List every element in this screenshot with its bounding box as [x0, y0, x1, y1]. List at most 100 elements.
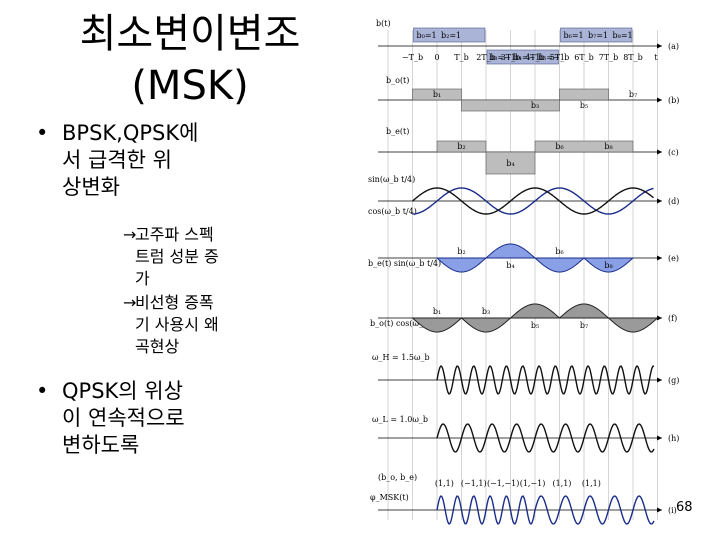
waveform-rows: (a) (b) (c) (d) (e) (f) (g) (h) (i) b(t) b₀=1 b₂=1 b… [368, 19, 679, 525]
y-label-d-cos: cos(ω_b t/4) [368, 207, 417, 216]
title-line-2: (MSK) [131, 63, 249, 109]
odd-product-mark: b₁ [433, 307, 441, 316]
low-frequency-wave [436, 423, 655, 453]
y-label-g: ω_H = 1.5ω_b [372, 353, 430, 362]
sub-bullet-2: → 비선형 증폭 기 사용시 왜 곡현상 [123, 292, 219, 358]
even-product-mark: b₈ [604, 261, 612, 270]
odd-product-hump [411, 317, 463, 333]
bullet-1-line-1: BPSK,QPSK에 [62, 121, 199, 145]
even-bit-mark: b₂ [457, 142, 465, 151]
time-axis-tick: 2T_b [476, 53, 496, 62]
bit-label-top: b₈=1 [613, 31, 633, 40]
bullet-2-line-2: 이 연속적으로 [62, 406, 185, 430]
sub-bullet-2-line-3: 곡현상 [135, 337, 180, 356]
sub-bullet-1-line-3: 가 [135, 269, 150, 288]
bit-pair-label: (−1,−1) [487, 479, 519, 488]
even-product-mark: b₂ [457, 247, 465, 256]
odd-product-hump [607, 317, 659, 333]
odd-bit-block [461, 99, 560, 112]
bullet-1-line-2: 서 급격한 위 [62, 148, 172, 172]
row-label-h: (h) [668, 434, 679, 443]
time-axis-tick: t [654, 53, 658, 62]
odd-bit-mark: b₅ [580, 101, 588, 110]
bit-label-top: b₀=1 [417, 31, 437, 40]
title-line-1: 최소변이변조 [79, 11, 301, 57]
row-d-axis-arrow-icon [657, 198, 662, 204]
row-label-f: (f) [668, 314, 677, 323]
row-label-d: (d) [668, 197, 679, 206]
even-product-hump [582, 257, 635, 273]
bit-block-negative [486, 49, 559, 65]
time-axis-tick: 4T_b [525, 53, 545, 62]
y-label-f: b_o(t) cos(ω_b t/4) [370, 319, 445, 328]
odd-product-mark: b₇ [580, 321, 588, 330]
y-label-b: b_o(t) [386, 76, 409, 85]
time-axis-tick: −T_b [402, 53, 423, 62]
bullet-1: • BPSK,QPSK에 서 급격한 위 상변화 [36, 120, 199, 201]
y-label-a: b(t) [376, 19, 391, 28]
row-label-a: (a) [668, 42, 679, 51]
sub-bullet-1: → 고주파 스펙 트럼 성분 증 가 [123, 224, 219, 290]
y-label-c: b_e(t) [386, 127, 409, 136]
page-number: 68 [676, 500, 693, 515]
bit-label-bottom: b₄=−1 [514, 53, 541, 62]
row-label-i: (i) [668, 506, 677, 515]
sin-wave [412, 187, 654, 215]
even-bit-mark: b₈ [604, 142, 612, 151]
odd-bit-mark: b₃ [531, 101, 539, 110]
odd-product-hump [558, 303, 610, 319]
row-f-axis-arrow-icon [657, 315, 662, 321]
time-axis-tick: 5T_b [550, 53, 570, 62]
arrow-icon: → [123, 293, 137, 312]
time-axis-tick: 0 [434, 53, 439, 62]
time-axis-tick: 6T_b [574, 53, 594, 62]
bullet-2-line-1: QPSK의 위상 [62, 379, 183, 403]
bit-pair-label: (1,1) [552, 479, 571, 488]
time-axis-tick: 3T_b [501, 53, 521, 62]
even-product-hump [435, 257, 488, 273]
row-b-axis-arrow-icon [657, 97, 662, 103]
high-frequency-wave [436, 365, 655, 395]
bit-pair-label: (1,−1) [520, 479, 546, 488]
bit-block-positive [560, 27, 633, 43]
bullet-2-line-3: 변하도록 [62, 433, 140, 457]
y-label-i: φ_MSK(t) [370, 493, 409, 502]
row-e-axis-arrow-icon [657, 255, 662, 261]
bullet-dot-icon: • [36, 379, 49, 403]
odd-bit-mark: b₁ [433, 90, 441, 99]
row-label-g: (g) [668, 376, 679, 385]
bit-label-top: b₆=1 [564, 31, 584, 40]
y-label-h: ω_L = 1.0ω_b [372, 415, 428, 424]
bit-pair-label: (−1,1) [461, 479, 487, 488]
bit-label-bottom: b₃=−1 [489, 53, 516, 62]
row-a-axis-arrow-icon [657, 43, 662, 49]
time-axis-tick: 8T_b [623, 53, 643, 62]
y-label-i-pair: (b_o, b_e) [378, 473, 417, 482]
sub-bullet-1-line-1: 고주파 스펙 [135, 225, 214, 244]
bullet-2: • QPSK의 위상 이 연속적으로 변하도록 [36, 378, 185, 459]
even-bit-block [485, 151, 536, 175]
row-c-axis-arrow-icon [657, 149, 662, 155]
even-bit-mark: b₄ [506, 159, 514, 168]
row-label-e: (e) [668, 254, 679, 263]
y-label-d-sin: sin(ω_b t/4) [368, 175, 415, 184]
bit-block-positive [413, 27, 486, 43]
odd-product-mark: b₃ [482, 307, 490, 316]
bit-label-bottom: b₅=−1 [538, 53, 565, 62]
even-product-hump [484, 243, 537, 259]
y-label-e: b_e(t) sin(ω_b t/4) [368, 259, 441, 268]
bit-label-top: b₇=1 [588, 31, 608, 40]
even-product-mark: b₆ [555, 247, 563, 256]
arrow-icon: → [123, 225, 137, 244]
time-axis-tick: 7T_b [599, 53, 619, 62]
bit-label-top: b₂=1 [441, 31, 461, 40]
msk-wave [436, 495, 655, 525]
odd-bit-mark: b₇ [629, 90, 637, 99]
bit-pair-label: (1,1) [582, 479, 601, 488]
odd-product-hump [460, 317, 512, 333]
even-bit-mark: b₆ [555, 142, 563, 151]
even-bit-block [436, 140, 487, 153]
row-h-axis-arrow-icon [657, 435, 662, 441]
even-product-mark: b₄ [506, 261, 514, 270]
